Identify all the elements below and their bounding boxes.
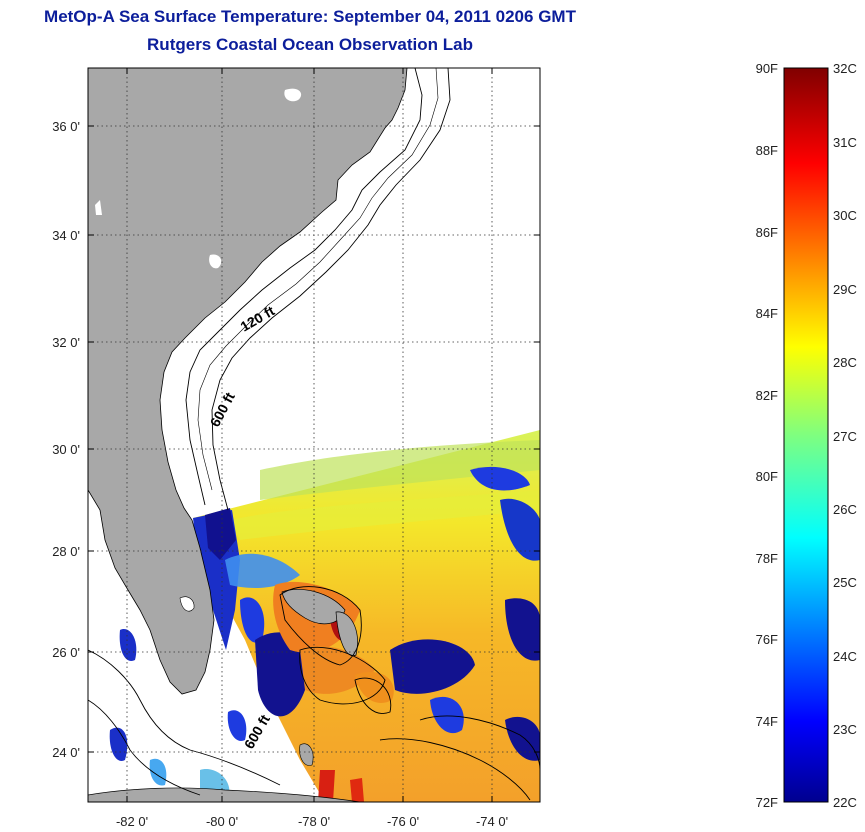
colorbar-c-label: 22C [833,795,857,810]
colorbar-f-label: 74F [756,714,778,729]
colorbar-gradient [783,67,829,803]
colorbar-f-label: 78F [756,551,778,566]
colorbar: 90F 88F 86F 84F 82F 80F 78F 76F 74F 72F … [756,61,857,810]
lon-tick-labels: -82 0' -80 0' -78 0' -76 0' -74 0' [116,814,508,829]
colorbar-f-label: 76F [756,632,778,647]
colorbar-c-label: 31C [833,135,857,150]
colorbar-f-label: 82F [756,388,778,403]
lat-tick-label: 30 0' [52,442,80,457]
map-subtitle: Rutgers Coastal Ocean Observation Lab [147,35,473,54]
sst-swath [109,430,540,802]
map-title: MetOp-A Sea Surface Temperature: Septemb… [44,7,576,26]
lat-tick-label: 36 0' [52,119,80,134]
colorbar-f-label: 90F [756,61,778,76]
grid [88,68,540,802]
lat-tick-label: 28 0' [52,544,80,559]
colorbar-fahrenheit-labels: 90F 88F 86F 84F 82F 80F 78F 76F 74F 72F [756,61,778,810]
colorbar-celsius-labels: 32C 31C 30C 29C 28C 27C 26C 25C 24C 23C … [833,61,857,810]
lat-tick-label: 24 0' [52,745,80,760]
lon-tick-label: -82 0' [116,814,148,829]
colorbar-c-label: 26C [833,502,857,517]
colorbar-f-label: 86F [756,225,778,240]
map-area: 120 ft 600 ft 600 ft [88,68,540,802]
colorbar-c-label: 30C [833,208,857,223]
colorbar-f-label: 88F [756,143,778,158]
lat-tick-label: 32 0' [52,335,80,350]
lon-tick-label: -80 0' [206,814,238,829]
colorbar-c-label: 25C [833,575,857,590]
colorbar-c-label: 24C [833,649,857,664]
lat-tick-labels: 24 0' 26 0' 28 0' 30 0' 32 0' 34 0' 36 0… [52,119,80,760]
lat-tick-label: 26 0' [52,645,80,660]
colorbar-f-label: 72F [756,795,778,810]
land [88,68,408,802]
colorbar-c-label: 28C [833,355,857,370]
colorbar-c-label: 27C [833,429,857,444]
isobath-600ft [211,68,451,511]
map-ticks [88,68,540,802]
lon-tick-label: -76 0' [387,814,419,829]
colorbar-f-label: 84F [756,306,778,321]
isobath-120ft [185,68,423,506]
colorbar-f-label: 80F [756,469,778,484]
isobath-contours [88,68,540,801]
lon-tick-label: -78 0' [298,814,330,829]
colorbar-c-label: 32C [833,61,857,76]
colorbar-c-label: 23C [833,722,857,737]
lat-tick-label: 34 0' [52,228,80,243]
lon-tick-label: -74 0' [476,814,508,829]
colorbar-c-label: 29C [833,282,857,297]
